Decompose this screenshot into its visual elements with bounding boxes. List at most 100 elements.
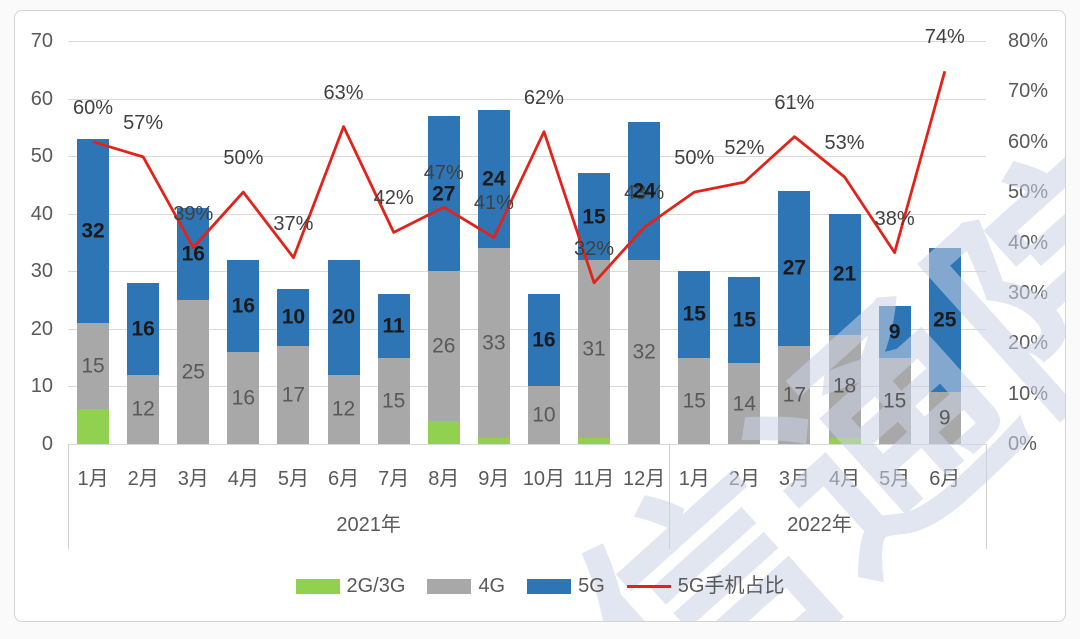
y-axis-left-tick: 50 xyxy=(30,145,53,168)
bar-value-label: 11 xyxy=(382,314,405,338)
bar-segment-4g xyxy=(377,357,410,444)
x-axis-month: 5月 xyxy=(879,468,911,490)
bar-segment-4g xyxy=(728,363,761,444)
bar-segment-4g xyxy=(477,248,510,439)
y-axis-right-tick: 40% xyxy=(1008,231,1049,254)
line-point-label: 38% xyxy=(874,207,915,230)
legend-item-5g: 5G手机占比 xyxy=(626,576,784,596)
y-axis-right-tick: 70% xyxy=(1008,80,1049,103)
bar-segment-5g xyxy=(427,115,460,272)
bar-segment-4g xyxy=(828,334,861,439)
line-point-label: 43% xyxy=(624,182,665,205)
line-polyline-5g-share xyxy=(92,70,947,285)
bar-value-label: 24 xyxy=(482,167,506,191)
x-axis-month: 2月 xyxy=(728,468,760,490)
legend-line-swatch xyxy=(626,584,671,588)
bar-value-label: 17 xyxy=(281,383,306,407)
line-point-label: 62% xyxy=(523,86,564,109)
bar-value-label: 9 xyxy=(938,406,951,430)
y-axis-right-tick: 30% xyxy=(1008,281,1049,304)
bar-segment-5g xyxy=(377,294,410,358)
bar-value-label: 10 xyxy=(532,403,556,427)
bar-value-label: 15 xyxy=(732,308,757,332)
line-point-label: 61% xyxy=(774,91,815,114)
gridline xyxy=(68,328,986,330)
bar-value-label: 14 xyxy=(732,392,757,416)
gridline xyxy=(68,156,986,158)
legend-label: 5G xyxy=(578,575,605,597)
gridline xyxy=(68,386,986,388)
bar-segment-5g xyxy=(578,173,611,260)
x-axis-group-divider xyxy=(669,444,671,549)
legend-item-4g: 4G xyxy=(427,576,505,596)
line-point-label: 57% xyxy=(123,111,164,134)
gridline xyxy=(68,98,986,100)
bar-segment-4g xyxy=(778,346,811,444)
bar-value-label: 16 xyxy=(131,317,155,341)
y-axis-right-tick: 10% xyxy=(1008,382,1049,405)
bar-segment-4g xyxy=(277,346,310,444)
y-axis-left-tick: 60 xyxy=(30,87,53,110)
x-axis-month: 3月 xyxy=(177,468,209,490)
bar-segment-5g xyxy=(728,277,761,364)
bar-segment-5g xyxy=(327,259,360,375)
bar-segment-4g xyxy=(527,386,560,444)
bar-segment-5g xyxy=(227,259,260,352)
y-axis-left-tick: 70 xyxy=(30,30,53,52)
bar-value-label: 12 xyxy=(131,397,155,421)
line-point-label: 47% xyxy=(423,162,464,185)
y-axis-right-tick: 0% xyxy=(1008,433,1037,455)
bar-value-label: 25 xyxy=(181,360,205,384)
line-point-label: 39% xyxy=(173,202,214,225)
bar-segment-5g xyxy=(878,305,911,358)
bar-segment-4g xyxy=(77,323,110,410)
bar-segment-4g xyxy=(628,259,661,444)
line-point-label: 53% xyxy=(824,132,865,154)
y-axis-left-tick: 40 xyxy=(30,202,53,225)
x-axis-month: 3月 xyxy=(778,468,810,490)
line-point-label: 50% xyxy=(674,147,715,170)
bar-value-label: 15 xyxy=(81,354,105,378)
bar-value-label: 16 xyxy=(181,242,205,266)
bar-segment-4g xyxy=(327,374,360,444)
x-axis-month: 7月 xyxy=(378,468,410,490)
bar-value-label: 17 xyxy=(782,383,807,407)
legend-box-swatch xyxy=(295,578,340,594)
x-axis-month: 11月 xyxy=(573,468,615,490)
legend-box-swatch xyxy=(527,578,572,594)
y-axis-left-tick: 0 xyxy=(41,433,53,455)
bar-segment-4g xyxy=(177,300,210,444)
bar-segment-5g xyxy=(678,271,711,358)
y-axis-right-tick: 20% xyxy=(1008,332,1049,355)
bar-segment-5g xyxy=(177,207,210,301)
bar-value-label: 24 xyxy=(632,179,656,203)
bar-segment-5g xyxy=(477,110,510,249)
line-point-label: 74% xyxy=(924,26,965,49)
bar-segment-4g xyxy=(127,374,160,444)
line-point-label: 37% xyxy=(273,212,314,235)
chart-card: 信通院 70 60 50 40 30 20 10 0 80% 70% 60% 50% 40% 30% 20%… xyxy=(14,10,1066,622)
y-axis-left-tick: 30 xyxy=(30,260,53,283)
legend-label: 4G xyxy=(478,575,506,597)
bar-value-label: 12 xyxy=(331,397,356,421)
bar-value-label: 16 xyxy=(231,386,256,410)
line-point-label: 50% xyxy=(223,147,264,170)
x-axis-year: 2022年 xyxy=(787,514,852,536)
gridline xyxy=(68,213,986,215)
line-point-label: 60% xyxy=(73,96,114,119)
legend-box-swatch xyxy=(427,578,472,594)
bar-segment-4g xyxy=(427,271,460,421)
bar-segment-4g xyxy=(578,259,611,439)
line-point-label: 42% xyxy=(373,187,414,210)
bar-segment-4g xyxy=(878,357,911,444)
line-series-5g-share xyxy=(92,70,947,285)
bar-segment-5g xyxy=(628,121,661,260)
bar-value-label: 15 xyxy=(682,302,706,326)
bar-value-label: 27 xyxy=(782,256,807,280)
bar-segment-5g xyxy=(527,294,560,387)
x-axis-baseline xyxy=(68,444,986,445)
bar-value-label: 10 xyxy=(281,305,306,329)
bar-value-label: 18 xyxy=(832,374,857,398)
bar-segment-2g3g xyxy=(77,409,110,444)
bar-value-label: 9 xyxy=(888,320,901,344)
